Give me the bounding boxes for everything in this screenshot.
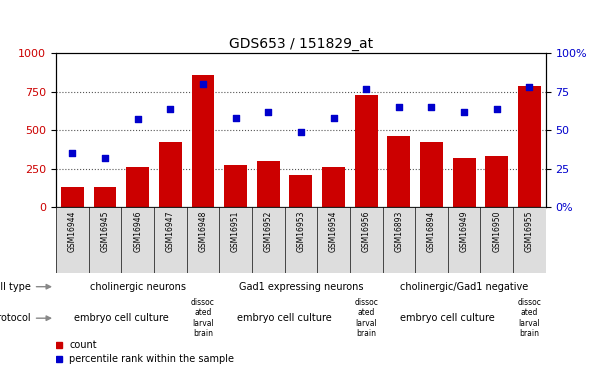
Bar (159, 142, 182, 207)
FancyBboxPatch shape (252, 207, 284, 273)
Text: GSM16950: GSM16950 (492, 210, 502, 252)
FancyBboxPatch shape (219, 207, 252, 273)
Text: dissoc
ated
larval
brain: dissoc ated larval brain (517, 298, 542, 338)
Text: GSM16956: GSM16956 (362, 210, 371, 252)
Point (427, 104, 436, 110)
Point (133, 116, 142, 122)
Text: GSM16947: GSM16947 (166, 210, 175, 252)
Bar (61, 187, 84, 207)
Bar (94, 187, 116, 207)
Text: embryo cell culture: embryo cell culture (237, 313, 332, 323)
FancyBboxPatch shape (317, 207, 350, 273)
Bar (224, 165, 247, 207)
Point (231, 115, 240, 121)
Point (492, 106, 502, 112)
Text: count: count (69, 339, 97, 350)
Text: cell type: cell type (0, 282, 31, 292)
Title: GDS653 / 151829_at: GDS653 / 151829_at (229, 37, 373, 51)
FancyBboxPatch shape (382, 207, 415, 273)
Bar (322, 167, 345, 207)
Text: GSM16945: GSM16945 (100, 210, 110, 252)
Text: dissoc
ated
larval
brain: dissoc ated larval brain (191, 298, 215, 338)
Text: GSM16952: GSM16952 (264, 210, 273, 252)
Bar (290, 175, 312, 207)
Bar (420, 142, 443, 207)
Text: GSM16951: GSM16951 (231, 210, 240, 252)
Text: GSM16946: GSM16946 (133, 210, 142, 252)
Point (296, 129, 306, 135)
Bar (257, 161, 280, 207)
FancyBboxPatch shape (56, 207, 88, 273)
Text: percentile rank within the sample: percentile rank within the sample (69, 354, 234, 364)
Text: dissoc
ated
larval
brain: dissoc ated larval brain (354, 298, 378, 338)
FancyBboxPatch shape (186, 207, 219, 273)
Point (460, 109, 469, 115)
FancyBboxPatch shape (513, 207, 546, 273)
FancyBboxPatch shape (480, 207, 513, 273)
Point (394, 104, 404, 110)
Point (68, 150, 77, 156)
Text: cholinergic neurons: cholinergic neurons (90, 282, 186, 292)
Bar (355, 95, 378, 207)
FancyBboxPatch shape (448, 207, 480, 273)
Bar (518, 86, 541, 207)
Bar (192, 75, 214, 207)
FancyBboxPatch shape (88, 207, 122, 273)
FancyBboxPatch shape (284, 207, 317, 273)
FancyBboxPatch shape (154, 207, 186, 273)
Text: GSM16948: GSM16948 (198, 210, 208, 252)
FancyBboxPatch shape (415, 207, 448, 273)
Text: GSM16944: GSM16944 (68, 210, 77, 252)
Point (525, 84, 534, 90)
Bar (453, 158, 476, 207)
Text: GSM16953: GSM16953 (296, 210, 306, 252)
Point (166, 106, 175, 112)
Text: GSM16949: GSM16949 (460, 210, 468, 252)
Text: cholinergic/Gad1 negative: cholinergic/Gad1 negative (400, 282, 528, 292)
Text: Gad1 expressing neurons: Gad1 expressing neurons (238, 282, 363, 292)
Bar (486, 156, 508, 207)
FancyBboxPatch shape (350, 207, 382, 273)
Bar (126, 167, 149, 207)
Point (329, 115, 338, 121)
Text: embryo cell culture: embryo cell culture (74, 313, 169, 323)
Text: GSM16894: GSM16894 (427, 210, 436, 252)
Text: GSM16954: GSM16954 (329, 210, 338, 252)
Point (100, 155, 110, 161)
Text: GSM16955: GSM16955 (525, 210, 534, 252)
Text: protocol: protocol (0, 313, 31, 323)
Point (264, 109, 273, 115)
Text: embryo cell culture: embryo cell culture (401, 313, 495, 323)
Point (362, 86, 371, 92)
Text: GSM16893: GSM16893 (394, 210, 404, 252)
Bar (388, 136, 410, 207)
Point (198, 81, 208, 87)
FancyBboxPatch shape (122, 207, 154, 273)
